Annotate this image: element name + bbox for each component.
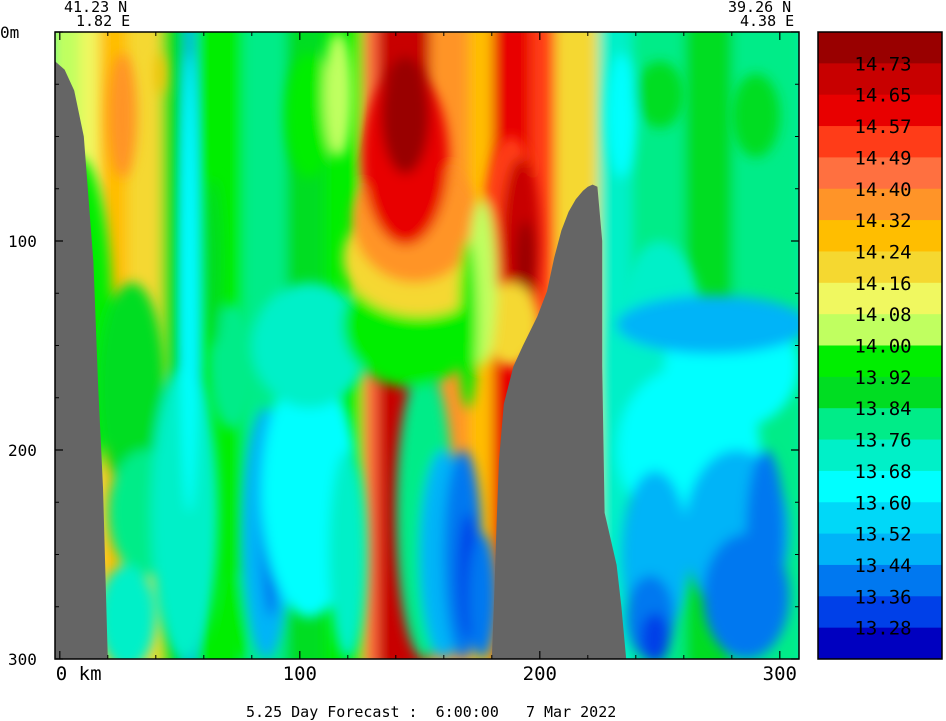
temperature-patch-27 (515, 220, 536, 304)
colorbar-label-7: 14.16 (854, 273, 911, 295)
temperature-patch-3 (155, 52, 166, 95)
x-tick-label-2: 200 (523, 663, 557, 685)
colorbar-label-17: 13.36 (854, 586, 911, 608)
colorbar-swatch-4 (818, 157, 942, 190)
left-longitude-label: 1.82 E (76, 12, 130, 30)
colorbar-swatch-15 (818, 502, 942, 535)
y-tick-label-1: 100 (8, 232, 37, 251)
colorbar-label-4: 14.40 (854, 179, 911, 201)
colorbar-label-5: 14.32 (854, 210, 911, 232)
temperature-patch-46 (323, 32, 353, 158)
y-tick-label-3: 300 (8, 650, 37, 669)
left-latitude-label: 41.23 N (64, 0, 127, 16)
colorbar-swatch-9 (818, 314, 942, 346)
right-latitude-label: 39.26 N (728, 0, 791, 16)
colorbar-swatch-0 (818, 32, 942, 64)
temperature-patch-2 (107, 52, 137, 179)
colorbar-label-12: 13.76 (854, 430, 911, 452)
colorbar-swatch-8 (818, 282, 942, 315)
temperature-patch-13 (328, 450, 367, 659)
temperature-patch-14 (251, 282, 367, 409)
colorbar-swatch-18 (818, 596, 942, 629)
colorbar-swatch-2 (818, 94, 942, 127)
colorbar-swatch-6 (818, 220, 942, 252)
colorbar-label-9: 14.00 (854, 336, 911, 358)
colorbar-swatch-19 (818, 627, 942, 660)
colorbar-label-16: 13.44 (854, 555, 911, 577)
right-longitude-label: 4.38 E (740, 12, 794, 30)
colorbar-label-0: 14.73 (854, 53, 911, 75)
colorbar-swatch-5 (818, 188, 942, 221)
colorbar-swatch-7 (818, 251, 942, 284)
colorbar-label-14: 13.60 (854, 492, 911, 514)
colorbar-swatch-17 (818, 564, 942, 597)
temperature-patch-7 (179, 52, 199, 513)
temperature-patch-43 (607, 52, 636, 179)
temperature-patch-41 (731, 73, 780, 158)
colorbar: 14.73 14.65 14.57 14.49 14.40 14.32 14.24 14.16… (817, 31, 943, 660)
temperature-patch-44 (203, 178, 223, 346)
temperature-patch-1 (98, 282, 166, 492)
temperature-patch-42 (635, 61, 684, 129)
colorbar-swatch-1 (818, 63, 942, 96)
colorbar-swatch-10 (818, 345, 942, 378)
colorbar-swatch-3 (818, 126, 942, 158)
temperature-patch-39 (746, 449, 785, 618)
y-tick-label-0: 0m (0, 23, 19, 42)
colorbar-label-15: 13.52 (854, 524, 911, 546)
colorbar-frame (817, 31, 943, 660)
temperature-patch-30 (458, 241, 478, 409)
temperature-patch-36 (640, 613, 670, 659)
x-tick-label-3: 300 (763, 663, 797, 685)
temperature-patch-24 (381, 57, 430, 175)
colorbar-label-2: 14.57 (854, 116, 911, 138)
y-tick-label-2: 200 (8, 441, 37, 460)
temperature-patch-40 (616, 295, 799, 354)
temperature-patch-9 (208, 303, 257, 430)
colorbar-label-13: 13.68 (854, 461, 911, 483)
colorbar-label-10: 13.92 (854, 367, 911, 389)
colorbar-swatch-16 (818, 533, 942, 566)
colorbar-swatch-13 (818, 439, 942, 472)
colorbar-swatch-12 (818, 408, 942, 441)
x-tick-label-1: 100 (283, 663, 317, 685)
temperature-patch-45 (285, 52, 334, 179)
colorbar-swatch-14 (818, 470, 942, 503)
temperature-patch-19 (467, 533, 497, 659)
colorbar-label-3: 14.49 (854, 147, 911, 169)
colorbar-label-8: 14.08 (854, 304, 911, 326)
temperature-patch-6 (151, 366, 219, 659)
forecast-caption: 5.25 Day Forecast : 6:00:00 7 Mar 2022 (246, 703, 616, 721)
x-tick-label-0: 0 km (56, 663, 102, 685)
colorbar-swatch-11 (818, 376, 942, 409)
colorbar-label-18: 13.28 (854, 618, 911, 640)
axis-ticks: 0 km 100 200 300 0m 100 200 300 (0, 23, 799, 685)
colorbar-label-1: 14.65 (854, 85, 911, 107)
plot-area: 0 km 100 200 300 0m 100 200 300 (0, 23, 800, 685)
temperature-field (55, 32, 799, 659)
colorbar-label-6: 14.24 (854, 241, 911, 263)
colorbar-label-11: 13.84 (854, 398, 911, 420)
temperature-patch-8 (225, 575, 250, 659)
temperature-patch-5 (98, 564, 156, 659)
seafloor (55, 61, 627, 659)
blob-layer (55, 32, 799, 659)
